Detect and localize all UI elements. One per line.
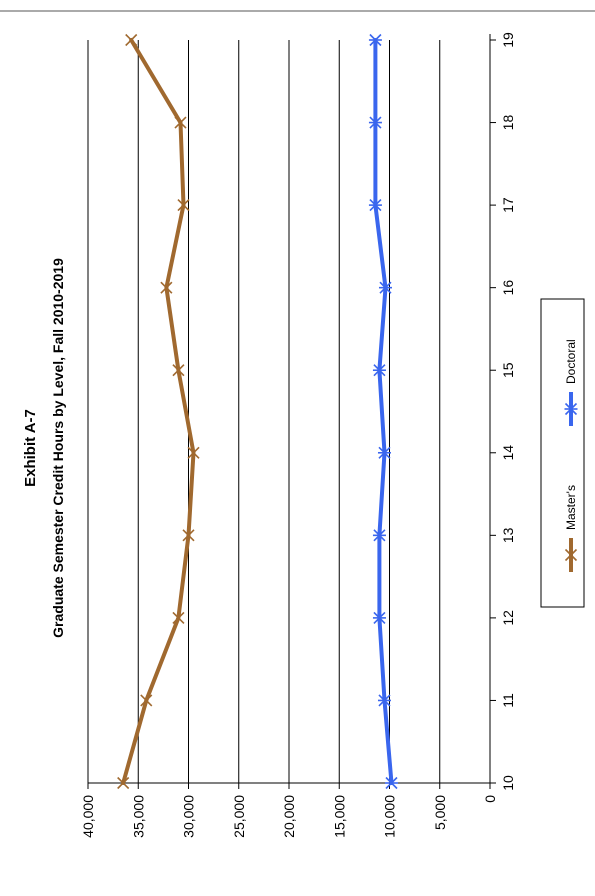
- data-point-master-s: [182, 529, 195, 542]
- data-point-master-s: [174, 116, 187, 129]
- legend-label: Master's: [564, 485, 578, 530]
- series-markers: [117, 33, 399, 790]
- data-point-doctoral: [378, 281, 392, 294]
- y-tick-label: 30,000: [181, 795, 197, 838]
- legend-marker: [564, 402, 578, 416]
- y-tick-label: 20,000: [281, 795, 297, 838]
- series-lines: [121, 38, 394, 785]
- y-tick-label: 35,000: [130, 795, 146, 838]
- y-tick-label: 0: [482, 795, 498, 803]
- legend: Master's Doctoral: [540, 298, 585, 608]
- legend-label: Doctoral: [564, 339, 578, 384]
- x-tick-label: 10: [500, 775, 516, 791]
- data-point-doctoral: [368, 33, 382, 47]
- data-point-master-s: [172, 611, 185, 624]
- data-point-master-s: [140, 694, 153, 707]
- y-tick-label: 40,000: [80, 795, 96, 838]
- x-tick-label: 19: [500, 32, 516, 48]
- x-tick-label: 16: [500, 280, 516, 296]
- data-point-master-s: [177, 199, 190, 212]
- data-point-doctoral: [372, 611, 386, 624]
- y-tick-label: 25,000: [231, 795, 247, 838]
- data-point-master-s: [117, 776, 130, 790]
- data-point-doctoral: [368, 199, 382, 212]
- y-tick-label: 5,000: [432, 795, 448, 830]
- chart-title: Exhibit A-7: [22, 409, 39, 487]
- legend-marker: [564, 548, 578, 562]
- y-tick-label: 15,000: [331, 795, 347, 838]
- legend-item-master-s: Master's: [564, 485, 578, 572]
- data-point-doctoral: [372, 529, 386, 542]
- data-point-master-s: [125, 33, 138, 47]
- axes: [87, 34, 496, 789]
- x-tick-labels: 10 11 12 13 14 15 16 17 18 19: [500, 32, 516, 791]
- data-point-doctoral: [385, 776, 399, 790]
- x-tick-label: 17: [500, 197, 516, 213]
- x-tick-label: 11: [500, 693, 516, 708]
- y-tick-label: 10,000: [382, 795, 398, 838]
- data-point-master-s: [172, 364, 185, 377]
- legend-box: [540, 298, 585, 608]
- y-tick-labels: 0 5,000 10,000 15,000 20,000 25,000 30,000 35,0…: [80, 795, 498, 838]
- data-point-doctoral: [377, 694, 391, 707]
- x-tick-label: 12: [500, 610, 516, 626]
- legend-item-doctoral: Doctoral: [564, 339, 578, 426]
- data-point-doctoral: [372, 364, 386, 377]
- data-point-master-s: [187, 446, 200, 459]
- x-tick-label: 15: [500, 362, 516, 378]
- data-point-doctoral: [368, 116, 382, 129]
- data-point-doctoral: [377, 446, 391, 459]
- data-point-master-s: [160, 281, 173, 294]
- x-tick-label: 18: [500, 115, 516, 131]
- chart-subtitle: Graduate Semester Credit Hours by Level,…: [50, 258, 66, 638]
- x-tick-label: 13: [500, 527, 516, 543]
- series-line-master-s: [121, 38, 196, 785]
- x-tick-label: 14: [500, 445, 516, 461]
- gridlines: [87, 40, 441, 783]
- series-line-doctoral: [373, 38, 394, 785]
